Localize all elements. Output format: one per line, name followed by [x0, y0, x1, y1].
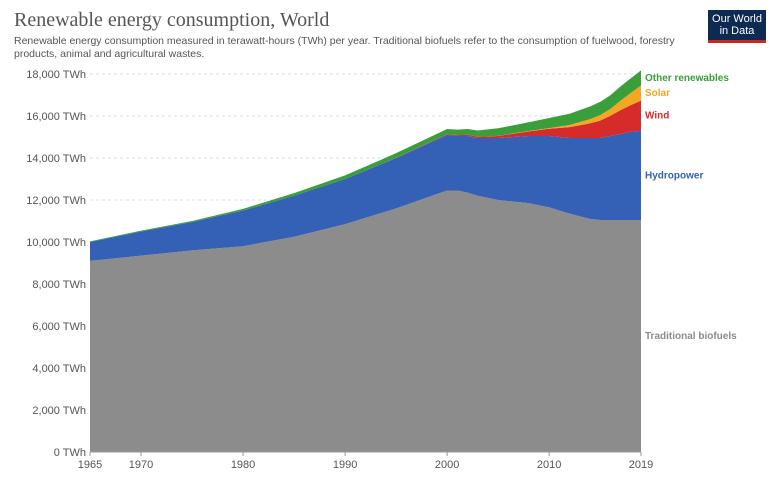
- series-areas: [90, 70, 641, 453]
- x-tick-label: 2010: [537, 459, 561, 471]
- y-tick-label: 6,000 TWh: [32, 321, 86, 333]
- legend-label-wind: Wind: [645, 111, 669, 122]
- y-tick-label: 18,000 TWh: [26, 69, 86, 81]
- x-tick-label: 1970: [129, 459, 153, 471]
- legend-label-other-renewables: Other renewables: [645, 73, 729, 84]
- x-axis-ticks: 1965 1970 1980 1990 2000 2010 2019: [78, 451, 653, 471]
- y-tick-label: 0 TWh: [54, 447, 86, 459]
- y-tick-label: 10,000 TWh: [26, 237, 86, 249]
- chart-title: Renewable energy consumption, World: [14, 9, 330, 31]
- x-tick-label: 2019: [629, 459, 653, 471]
- y-tick-label: 2,000 TWh: [32, 405, 86, 417]
- legend-label-hydropower: Hydropower: [645, 170, 703, 181]
- area-wind[interactable]: [90, 100, 641, 242]
- y-tick-label: 14,000 TWh: [26, 153, 86, 165]
- y-tick-label: 16,000 TWh: [26, 111, 86, 123]
- chart-subtitle: Renewable energy consumption measured in…: [14, 35, 675, 60]
- logo-line-1: Our World: [712, 13, 762, 25]
- series-labels: Traditional biofuels Hydropower Wind Solar O…: [645, 73, 737, 342]
- y-tick-label: 4,000 TWh: [32, 363, 86, 375]
- x-tick-label: 2000: [435, 459, 459, 471]
- x-tick-label: 1980: [231, 459, 255, 471]
- legend-label-solar: Solar: [645, 88, 670, 99]
- y-axis-ticks: 0 TWh 2,000 TWh 4,000 TWh 6,000 TWh 8,000 TW…: [26, 69, 86, 459]
- y-tick-label: 12,000 TWh: [26, 195, 86, 207]
- legend-label-traditional-biofuels: Traditional biofuels: [645, 331, 737, 342]
- x-tick-label: 1990: [333, 459, 357, 471]
- logo-accent-bar: [708, 40, 766, 43]
- area-hydropower[interactable]: [90, 130, 641, 261]
- area-traditional-biofuels[interactable]: [90, 190, 641, 453]
- x-tick-label: 1965: [78, 459, 102, 471]
- y-tick-label: 8,000 TWh: [32, 279, 86, 291]
- our-world-in-data-logo[interactable]: Our World in Data: [708, 10, 766, 43]
- logo-line-2: in Data: [719, 25, 755, 37]
